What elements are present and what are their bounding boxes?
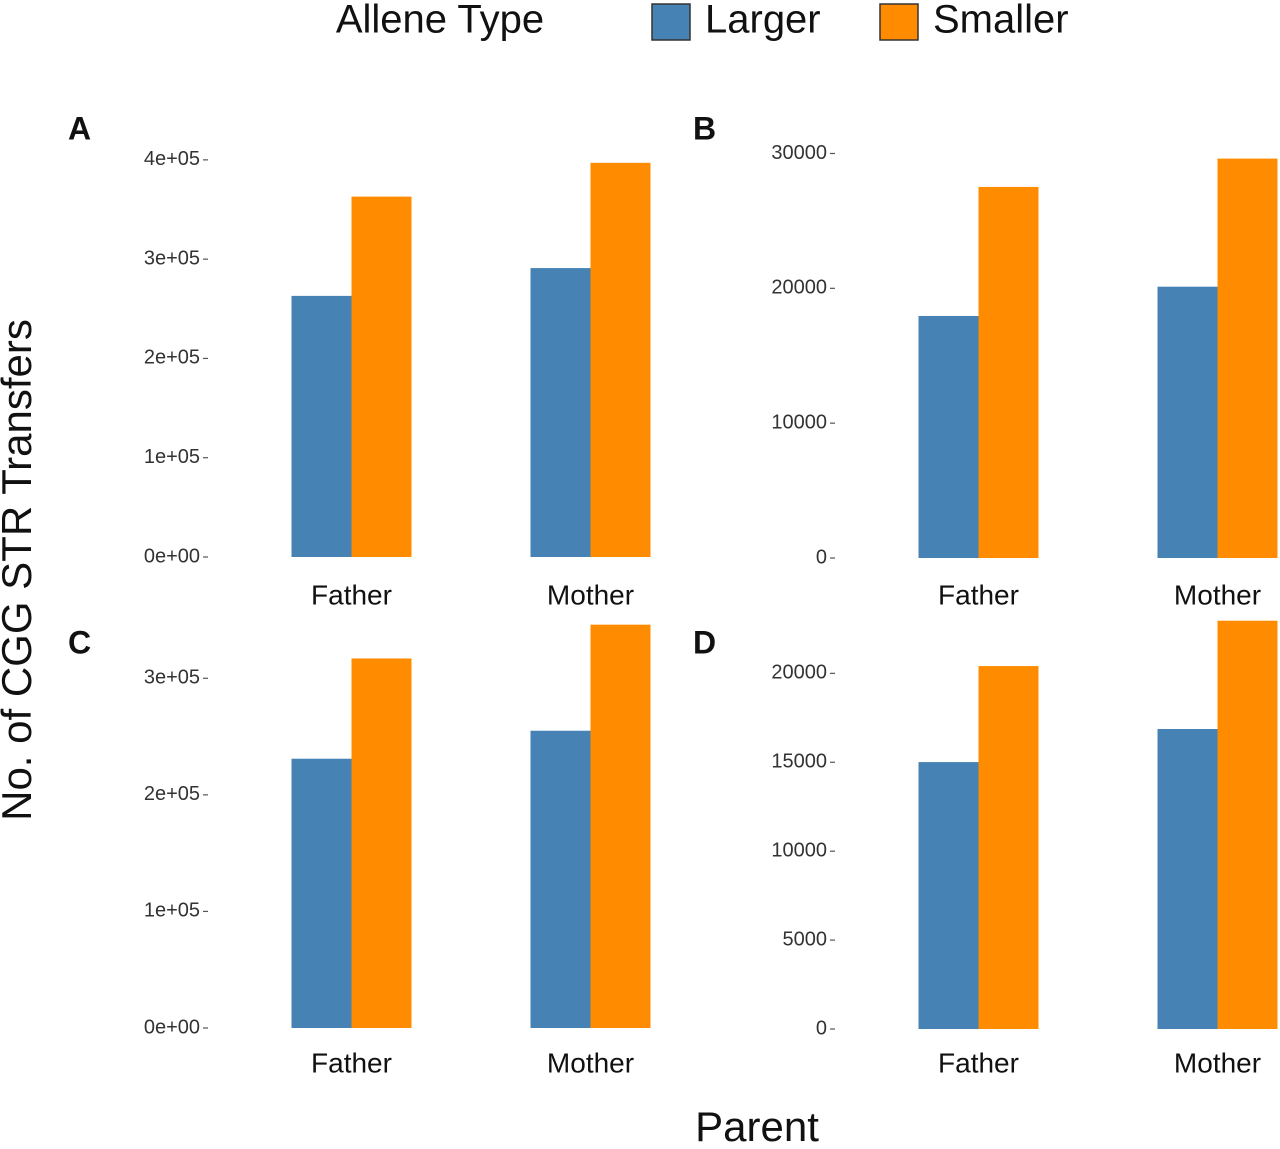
bar <box>590 162 651 558</box>
y-axis-label: No. of CGG STR Transfers <box>0 319 40 821</box>
bar <box>978 666 1039 1029</box>
bar <box>590 624 651 1028</box>
bar <box>1157 729 1218 1029</box>
bar <box>1157 286 1218 558</box>
bar <box>351 658 412 1028</box>
x-tick-label: Mother <box>547 579 634 610</box>
x-axis-label: Parent <box>695 1103 819 1149</box>
legend-title: Allene Type <box>336 0 544 42</box>
y-tick-label: 20000 <box>771 277 827 299</box>
y-tick-label: 2e+05 <box>144 783 200 805</box>
y-tick-label: 1e+05 <box>144 446 200 468</box>
y-tick-label: 10000 <box>771 839 827 861</box>
x-tick-label: Mother <box>1174 579 1261 610</box>
x-tick-label: Father <box>938 1047 1019 1078</box>
bar <box>918 315 979 558</box>
bar <box>978 186 1039 558</box>
x-tick-label: Mother <box>547 1047 634 1078</box>
bar <box>918 762 979 1029</box>
bar <box>1217 620 1278 1029</box>
legend-label: Larger <box>705 0 821 42</box>
y-tick-label: 10000 <box>771 411 827 433</box>
y-tick-label: 1e+05 <box>144 900 200 922</box>
legend-swatch <box>651 3 691 41</box>
bar <box>530 268 591 557</box>
y-tick-label: 0 <box>816 1017 827 1039</box>
y-tick-label: 0e+00 <box>144 1016 200 1038</box>
x-tick-label: Father <box>938 579 1019 610</box>
panel-letter: A <box>68 110 91 146</box>
bar <box>351 196 412 558</box>
x-tick-label: Father <box>311 579 392 610</box>
y-tick-label: 5000 <box>783 928 828 950</box>
bar <box>530 730 591 1028</box>
y-tick-label: 15000 <box>771 751 827 773</box>
y-tick-label: 20000 <box>771 662 827 684</box>
panel-letter: B <box>693 110 716 146</box>
y-tick-label: 2e+05 <box>144 347 200 369</box>
y-tick-label: 30000 <box>771 142 827 164</box>
bar <box>291 758 352 1028</box>
legend-swatch <box>879 3 919 41</box>
bar <box>291 295 352 557</box>
y-tick-label: 3e+05 <box>144 247 200 269</box>
y-tick-label: 0e+00 <box>144 545 200 567</box>
y-tick-label: 0 <box>816 546 827 568</box>
legend-label: Smaller <box>933 0 1069 42</box>
y-tick-label: 4e+05 <box>144 148 200 170</box>
y-tick-label: 3e+05 <box>144 667 200 689</box>
x-tick-label: Mother <box>1174 1047 1261 1078</box>
panel-letter: C <box>68 624 91 660</box>
x-tick-label: Father <box>311 1047 392 1078</box>
bar <box>1217 158 1278 559</box>
panel-letter: D <box>693 624 716 660</box>
